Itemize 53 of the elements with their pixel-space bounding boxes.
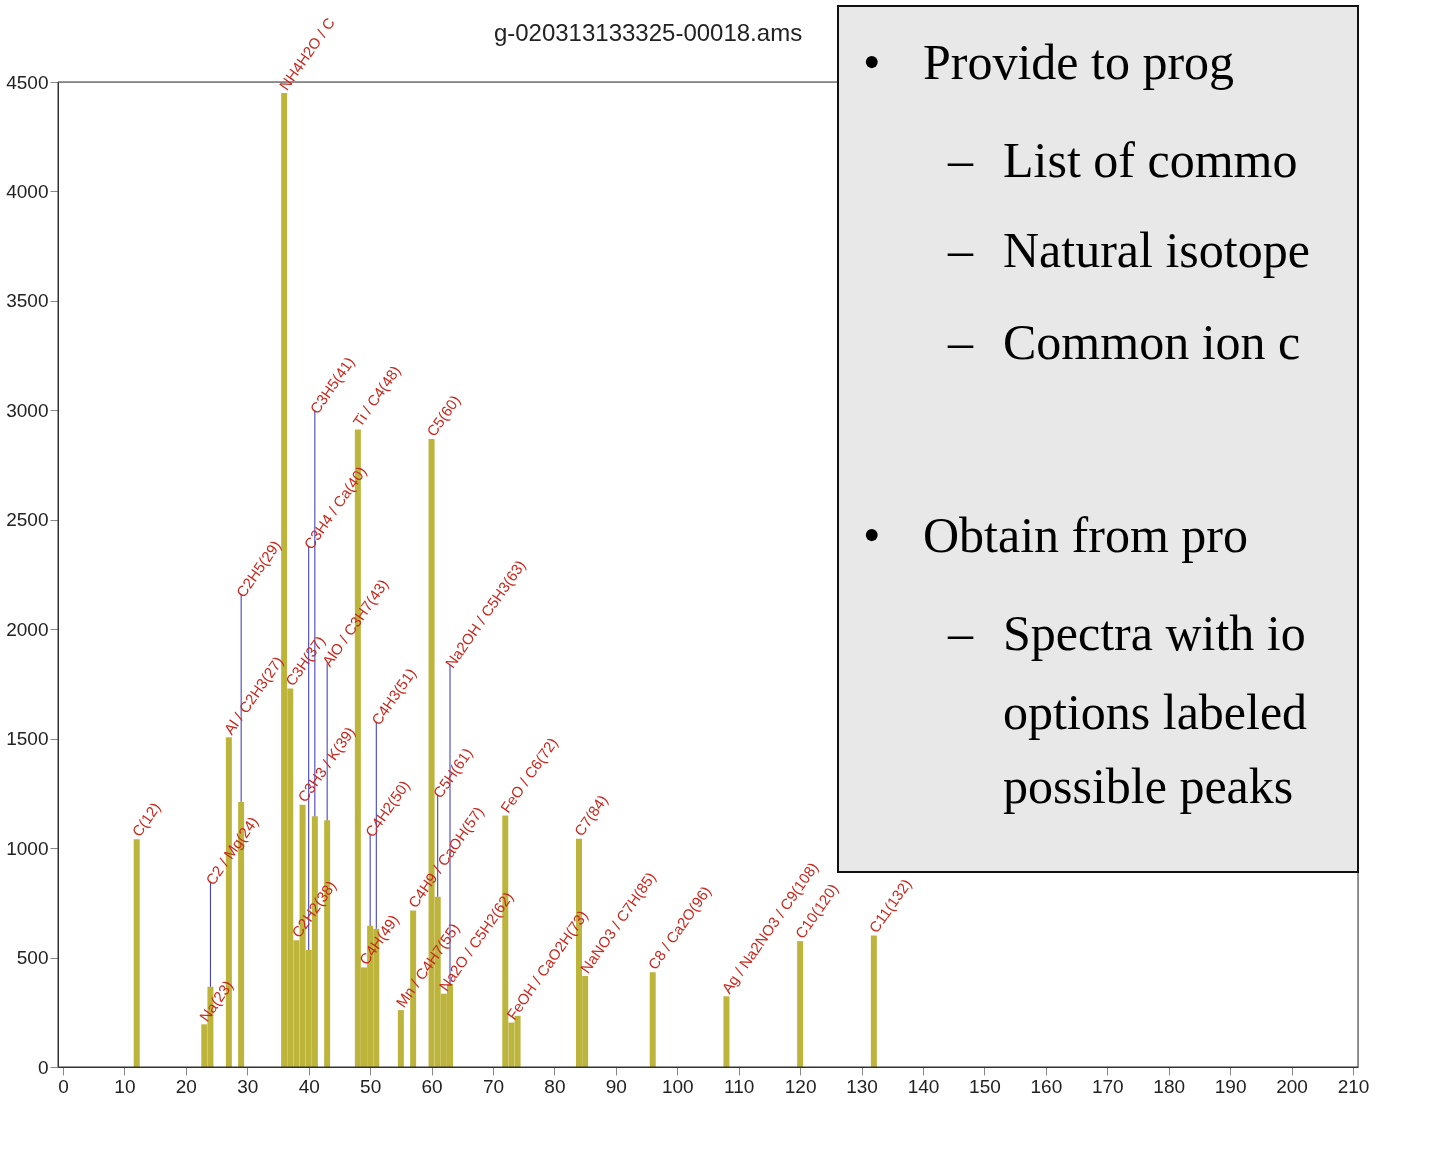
- chart-title: g-020313133325-00018.ams: [493, 19, 803, 46]
- x-tick-label: 90: [605, 1075, 627, 1097]
- bar: [870, 935, 877, 1067]
- x-tick-label: 30: [237, 1075, 259, 1097]
- x-tick-label: 70: [482, 1075, 505, 1097]
- x-tick-label: 60: [421, 1075, 443, 1097]
- annotation: •: [863, 34, 881, 90]
- x-tick-label: 100: [661, 1075, 694, 1097]
- annotation: –: [947, 222, 974, 278]
- annotation: –: [947, 314, 974, 370]
- annotation: –: [947, 132, 974, 188]
- annotation: Provide to prog: [923, 34, 1235, 90]
- y-tick-label: 0: [37, 1056, 49, 1078]
- bar: [649, 972, 656, 1067]
- x-tick-label: 150: [969, 1075, 1001, 1097]
- annotation: Spectra with io: [1003, 605, 1306, 661]
- bar: [797, 941, 804, 1067]
- x-tick-label: 160: [1030, 1075, 1063, 1097]
- x-tick-label: 50: [360, 1075, 382, 1097]
- y-tick-label: 3000: [6, 399, 49, 421]
- x-tick-label: 140: [907, 1075, 940, 1097]
- x-tick-label: 130: [846, 1075, 878, 1097]
- x-tick-label: 120: [784, 1075, 817, 1097]
- x-tick-label: 0: [58, 1075, 69, 1097]
- annotation: Natural isotope: [1003, 222, 1310, 278]
- x-tick-label: 210: [1337, 1075, 1370, 1097]
- annotation: –: [947, 605, 974, 661]
- y-tick-label: 3500: [6, 290, 49, 312]
- bar: [397, 1010, 404, 1067]
- annotation: List of commo: [1003, 132, 1298, 188]
- annotation: Obtain from pro: [923, 507, 1248, 563]
- y-tick-label: 1500: [6, 728, 49, 750]
- x-tick-label: 200: [1276, 1075, 1308, 1097]
- x-tick-label: 170: [1091, 1075, 1124, 1097]
- y-tick-label: 4000: [6, 180, 49, 202]
- x-tick-label: 180: [1153, 1075, 1186, 1097]
- y-tick-label: 1000: [6, 837, 49, 859]
- annotation: Common ion c: [1003, 314, 1301, 370]
- x-tick-label: 20: [175, 1075, 197, 1097]
- y-tick-label: 2000: [6, 618, 49, 640]
- y-tick-label: 2500: [6, 509, 49, 531]
- y-tick-label: 4500: [6, 71, 49, 93]
- bar: [723, 996, 730, 1067]
- annotation: options labeled: [1003, 684, 1308, 740]
- annotation: possible peaks: [1003, 758, 1294, 814]
- x-tick-label: 190: [1214, 1075, 1247, 1097]
- bar: [133, 839, 140, 1067]
- x-tick-label: 40: [298, 1075, 320, 1097]
- x-tick-label: 80: [544, 1075, 566, 1097]
- y-tick-label: 500: [16, 947, 49, 969]
- annotation: •: [863, 507, 881, 563]
- x-tick-label: 110: [724, 1075, 755, 1097]
- x-tick-label: 10: [114, 1075, 136, 1097]
